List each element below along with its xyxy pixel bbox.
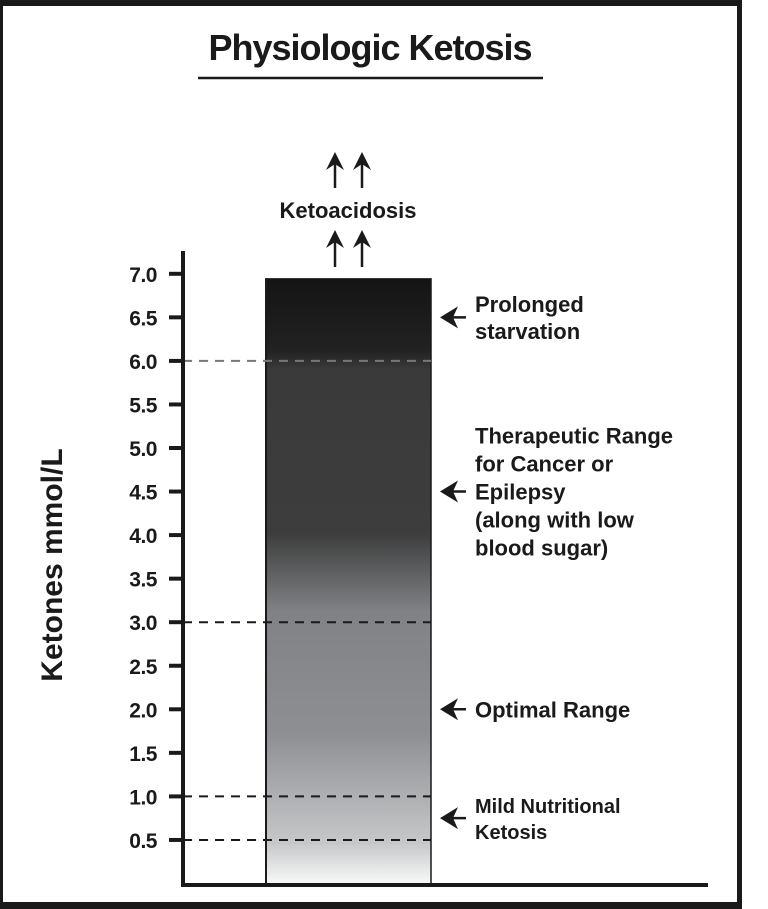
y-tick-label: 6.0 [129, 351, 157, 374]
annotation-text: starvation [475, 319, 580, 344]
annotation-text: Epilepsy [475, 480, 566, 505]
y-axis-label: Ketones mmol/L [36, 448, 69, 681]
y-tick-label: 4.0 [129, 525, 157, 548]
chart-title: Physiologic Ketosis [208, 27, 531, 68]
annotation: Optimal Range [440, 697, 630, 722]
annotation: Mild Nutritional Ketosis [440, 796, 621, 844]
left-arrow-icon [440, 807, 458, 830]
left-arrow-icon [440, 306, 458, 329]
left-arrow-icon [440, 698, 458, 721]
y-tick-label: 2.0 [129, 699, 157, 722]
annotation: Therapeutic Range for Cancer or Epilepsy (a… [440, 424, 673, 561]
arrow-head [353, 230, 371, 248]
annotation-text: blood sugar) [475, 536, 608, 561]
arrow-head [353, 152, 371, 170]
y-tick-label: 7.0 [129, 264, 157, 287]
frame-border [0, 0, 742, 909]
left-arrow-icon [440, 480, 458, 503]
y-tick-label: 5.5 [129, 394, 158, 417]
annotation-text: for Cancer or [475, 452, 614, 477]
ketoacidosis-label: Ketoacidosis [280, 198, 417, 223]
up-arrow-icon [326, 230, 344, 267]
annotation-text: (along with low [475, 508, 635, 533]
up-arrow-icon [353, 230, 371, 267]
arrow-head [326, 230, 344, 248]
y-tick-label: 4.5 [129, 482, 158, 505]
annotation-text: Prolonged [475, 292, 584, 317]
y-tick-label: 6.5 [129, 307, 158, 330]
y-tick-label: 3.5 [129, 569, 158, 592]
arrow-head [326, 152, 344, 170]
annotation-text: Therapeutic Range [475, 424, 673, 449]
y-tick-label: 1.5 [129, 743, 158, 766]
up-arrow-icon [353, 152, 371, 188]
up-arrow-icon [326, 152, 344, 188]
y-tick-label: 1.0 [129, 786, 157, 809]
y-tick-label: 5.0 [129, 438, 157, 461]
annotation-text: Optimal Range [475, 697, 630, 722]
annotation-text: Mild Nutritional [475, 796, 621, 818]
y-tick-label: 2.5 [129, 656, 158, 679]
annotation-text: Ketosis [475, 822, 547, 844]
ketone-bar [266, 278, 431, 885]
y-tick-label: 0.5 [129, 830, 158, 853]
y-tick-label: 3.0 [129, 612, 157, 635]
